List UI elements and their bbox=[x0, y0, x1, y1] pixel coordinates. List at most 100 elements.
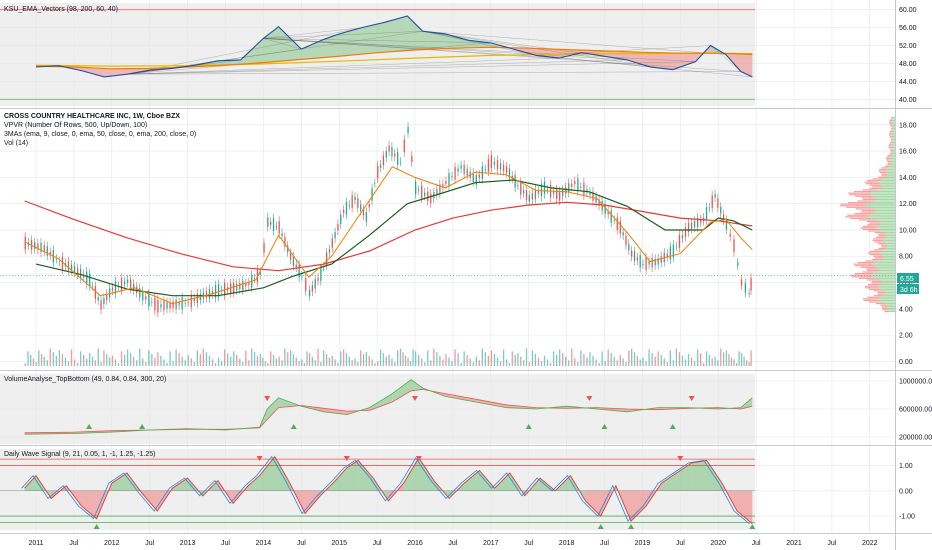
vpvr-down-bar bbox=[879, 172, 887, 174]
symbol-header[interactable]: CROSS COUNTRY HEALTHCARE INC, 1W, Cboe B… bbox=[4, 113, 180, 120]
volume-bar bbox=[619, 354, 621, 366]
volume-bar bbox=[625, 362, 627, 366]
x-tick-label: Jul bbox=[221, 540, 230, 547]
volume-bar bbox=[97, 348, 99, 366]
volume-bar bbox=[52, 352, 54, 366]
vpvr-up-bar bbox=[891, 134, 895, 136]
volume-bar bbox=[178, 353, 180, 366]
candle-body bbox=[368, 204, 370, 208]
vpvr-up-bar bbox=[877, 299, 895, 302]
three-mas-legend[interactable]: 3MAs (ema, 9, close, 0, ema, 50, close, … bbox=[4, 131, 196, 138]
top-marker bbox=[688, 396, 695, 401]
candle-body bbox=[37, 243, 39, 250]
candle-body bbox=[720, 207, 722, 214]
candle-body bbox=[583, 182, 585, 196]
volume-analyse-fill bbox=[475, 399, 506, 408]
candle-body bbox=[314, 279, 316, 289]
vector-line bbox=[263, 38, 302, 50]
wave-signal-title[interactable]: Daily Wave Signal (9, 21, 0.05, 1, -1, 1… bbox=[4, 451, 155, 458]
vpvr-down-bar bbox=[867, 296, 880, 298]
ksu-panel-title[interactable]: KSU_EMA_Vectors (98, 200, 60, 40) bbox=[4, 6, 118, 13]
vpvr-down-bar bbox=[869, 250, 882, 253]
vpvr-up-bar bbox=[868, 214, 895, 216]
volume-bar bbox=[160, 355, 162, 366]
volume-bar bbox=[660, 354, 662, 366]
vpvr-down-bar bbox=[861, 209, 877, 212]
vpvr-legend[interactable]: VPVR (Number Of Rows, 500, Up/Down, 100) bbox=[4, 122, 147, 129]
vpvr-up-bar bbox=[892, 124, 895, 126]
vpvr-down-bar bbox=[891, 127, 894, 130]
candle-body bbox=[442, 184, 444, 188]
volume-bar bbox=[402, 352, 404, 366]
vpvr-down-bar bbox=[862, 198, 878, 201]
vector-line bbox=[263, 38, 696, 62]
candle-body bbox=[34, 242, 36, 249]
countdown-tag bbox=[897, 284, 919, 294]
volume-bar bbox=[728, 354, 730, 366]
volume-bar bbox=[365, 352, 368, 366]
volume-bar bbox=[391, 358, 393, 366]
vpvr-down-bar bbox=[868, 301, 881, 303]
candle-body bbox=[295, 264, 297, 268]
candle-body bbox=[421, 185, 423, 199]
vpvr-up-bar bbox=[875, 277, 895, 279]
candle-body bbox=[672, 244, 675, 258]
vpvr-up-bar bbox=[892, 138, 895, 141]
vpvr-down-bar bbox=[864, 285, 879, 287]
volume-bar bbox=[589, 352, 591, 366]
candle-body bbox=[49, 252, 51, 256]
volume-bar bbox=[289, 350, 292, 366]
y-tick-label: 1000000.00 bbox=[899, 379, 932, 386]
vpvr-up-bar bbox=[883, 290, 895, 292]
vpvr-up-bar bbox=[886, 168, 895, 171]
volume-bar bbox=[725, 350, 728, 366]
vpvr-up-bar bbox=[885, 170, 895, 172]
volume-bar bbox=[436, 352, 438, 366]
vpvr-down-bar bbox=[881, 306, 888, 308]
candle-body bbox=[281, 232, 283, 237]
vpvr-down-bar bbox=[889, 148, 892, 150]
vol-legend[interactable]: Vol (14) bbox=[4, 140, 28, 147]
volume-bar bbox=[577, 362, 579, 366]
candle-body bbox=[214, 285, 217, 298]
candle-body bbox=[475, 175, 477, 185]
candle-body bbox=[466, 168, 468, 176]
candle-body bbox=[187, 302, 189, 304]
bottom-marker bbox=[290, 424, 297, 429]
vpvr-down-bar bbox=[872, 239, 883, 242]
volume-bar bbox=[239, 358, 241, 366]
ksu-fill bbox=[627, 51, 650, 68]
candle-body bbox=[537, 190, 540, 194]
wave-fill bbox=[346, 460, 359, 491]
bottom-marker bbox=[669, 424, 676, 429]
candle-body bbox=[463, 164, 465, 175]
candle-body bbox=[287, 245, 289, 253]
x-tick-label: Jul bbox=[145, 540, 154, 547]
candle-body bbox=[175, 299, 177, 310]
vpvr-down-bar bbox=[862, 225, 878, 227]
volume-bar bbox=[272, 354, 275, 366]
vpvr-up-bar bbox=[885, 293, 895, 295]
volume-bar bbox=[340, 351, 342, 366]
volume-bar bbox=[657, 351, 659, 366]
volume-bar bbox=[457, 353, 459, 366]
vpvr-up-bar bbox=[880, 230, 895, 232]
volume-bar bbox=[714, 356, 716, 366]
volume-bar bbox=[430, 360, 432, 366]
volume-analyse-title[interactable]: VolumeAnalyse_TopBottom (49, 0.84, 0.84,… bbox=[4, 376, 166, 383]
volume-bar bbox=[421, 358, 423, 366]
candle-body bbox=[205, 291, 208, 298]
x-tick-label: Jul bbox=[297, 540, 306, 547]
candle-body bbox=[499, 163, 502, 170]
volume-bar bbox=[394, 362, 396, 366]
candle-body bbox=[396, 151, 399, 165]
candle-body bbox=[360, 204, 362, 211]
ksu-fill bbox=[672, 52, 696, 70]
vpvr-up-bar bbox=[887, 173, 895, 175]
ksu-price-line bbox=[35, 15, 753, 78]
y-tick-label: 48.00 bbox=[899, 61, 917, 68]
volume-bar bbox=[40, 354, 43, 366]
vpvr-up-bar bbox=[892, 140, 895, 142]
volume-bar bbox=[562, 353, 564, 366]
